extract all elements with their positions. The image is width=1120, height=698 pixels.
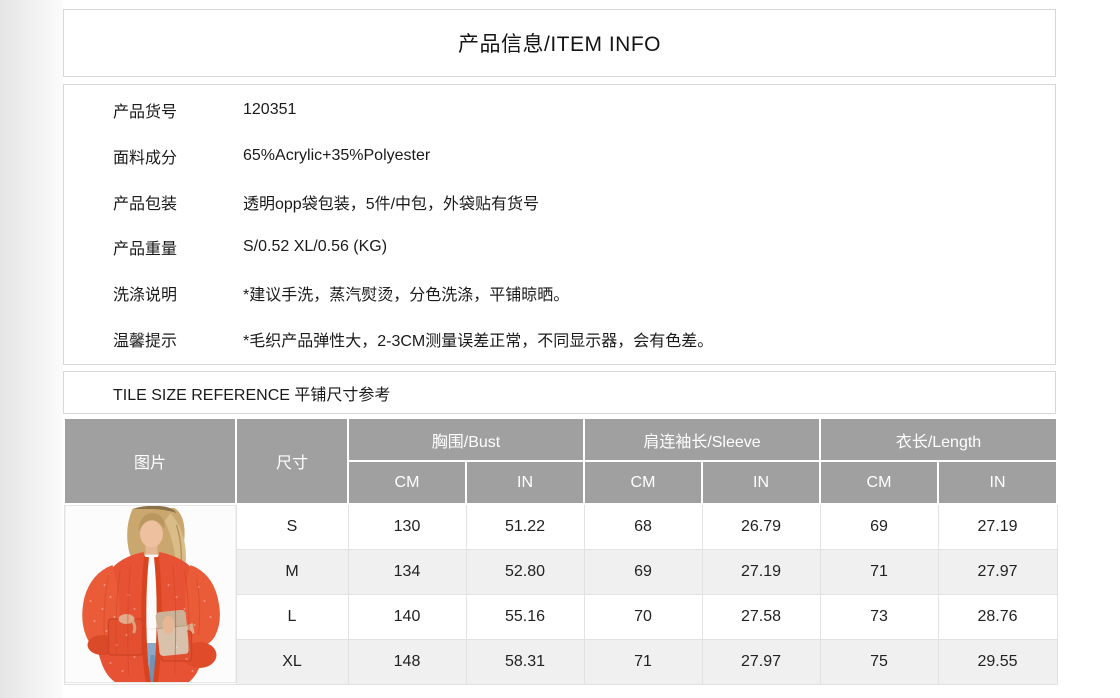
info-row: 产品重量 S/0.52 XL/0.56 (KG) [113, 235, 1055, 259]
table-row-m: M 134 52.80 69 27.19 71 27.97 [64, 548, 1058, 595]
size-cell: L [235, 593, 349, 640]
info-row: 洗涤说明 *建议手洗，蒸汽熨烫，分色洗涤，平铺晾晒。 [113, 281, 1055, 305]
info-row: 产品包装 透明opp袋包装，5件/中包，外袋贴有货号 [113, 190, 1055, 214]
product-photo-illustration [64, 505, 236, 684]
measurement-cell: 27.19 [701, 548, 821, 595]
info-panel: 产品货号 120351 面料成分 65%Acrylic+35%Polyester… [63, 84, 1056, 365]
col-header-image: 图片 [63, 417, 237, 505]
size-cell: S [235, 503, 349, 550]
measurement-cell: 27.97 [937, 548, 1058, 595]
info-value: *毛织产品弹性大，2-3CM测量误差正常，不同显示器，会有色差。 [243, 333, 714, 351]
product-photo [63, 503, 237, 685]
measurement-cell: 75 [819, 638, 939, 685]
measurement-cell: 130 [347, 503, 467, 550]
measurement-cell: 29.55 [937, 638, 1058, 685]
col-group-sleeve: 肩连袖长/Sleeve [583, 417, 821, 462]
unit-header-bust-cm: CM [347, 460, 467, 505]
info-label: 产品货号 [113, 103, 178, 121]
measurement-cell: 69 [583, 548, 703, 595]
measurement-cell: 71 [819, 548, 939, 595]
info-row: 产品货号 120351 [113, 98, 1055, 122]
info-value: *建议手洗，蒸汽熨烫，分色洗涤，平铺晾晒。 [243, 287, 570, 305]
info-row: 面料成分 65%Acrylic+35%Polyester [113, 144, 1055, 168]
measurement-cell: 27.19 [937, 503, 1058, 550]
col-header-size: 尺寸 [235, 417, 349, 505]
measurement-cell: 52.80 [465, 548, 585, 595]
size-table: 图片 尺寸 胸围/Bust 肩连袖长/Sleeve 衣长/Length CM I… [63, 417, 1059, 685]
measurement-cell: 27.58 [701, 593, 821, 640]
left-margin-strip [0, 0, 63, 698]
measurement-cell: 55.16 [465, 593, 585, 640]
measurement-cell: 51.22 [465, 503, 585, 550]
table-row-xl: XL 148 58.31 71 27.97 75 29.55 [64, 638, 1058, 685]
measurement-cell: 148 [347, 638, 467, 685]
unit-header-length-cm: CM [819, 460, 939, 505]
info-label: 产品包装 [113, 195, 178, 213]
info-value: 120351 [243, 100, 297, 118]
measurement-cell: 70 [583, 593, 703, 640]
measurement-cell: 69 [819, 503, 939, 550]
measurement-cell: 73 [819, 593, 939, 640]
measurement-cell: 58.31 [465, 638, 585, 685]
col-group-length: 衣长/Length [818, 417, 1059, 462]
info-value: 透明opp袋包装，5件/中包，外袋贴有货号 [243, 195, 540, 213]
unit-header-sleeve-in: IN [701, 460, 821, 505]
info-row: 温馨提示 *毛织产品弹性大，2-3CM测量误差正常，不同显示器，会有色差。 [113, 327, 1055, 351]
tile-size-heading: TILE SIZE REFERENCE 平铺尺寸参考 [113, 386, 391, 404]
size-reference-heading-box: TILE SIZE REFERENCE 平铺尺寸参考 [63, 371, 1056, 414]
measurement-cell: 140 [347, 593, 467, 640]
unit-header-sleeve-cm: CM [583, 460, 703, 505]
measurement-cell: 26.79 [701, 503, 821, 550]
measurement-cell: 71 [583, 638, 703, 685]
info-label: 温馨提示 [113, 333, 178, 351]
info-label: 洗涤说明 [113, 287, 178, 305]
table-row-s: S 130 51.22 68 26.79 69 27.19 [63, 503, 1058, 685]
info-value: S/0.52 XL/0.56 (KG) [243, 238, 388, 256]
info-label: 面料成分 [113, 149, 178, 167]
page-title: 产品信息/ITEM INFO [458, 33, 661, 56]
measurement-cell: 27.97 [701, 638, 821, 685]
table-row-l: L 140 55.16 70 27.58 73 28.76 [64, 593, 1058, 640]
size-cell: M [235, 548, 349, 595]
unit-header-length-in: IN [936, 460, 1059, 505]
measurement-cell: 134 [347, 548, 467, 595]
header: 产品信息/ITEM INFO [63, 9, 1056, 77]
measurement-cell: 28.76 [937, 593, 1058, 640]
measurement-cell: 68 [583, 503, 703, 550]
unit-header-bust-in: IN [465, 460, 585, 505]
col-group-bust: 胸围/Bust [347, 417, 585, 462]
info-value: 65%Acrylic+35%Polyester [243, 146, 431, 164]
info-label: 产品重量 [113, 241, 178, 259]
size-cell: XL [235, 638, 349, 685]
